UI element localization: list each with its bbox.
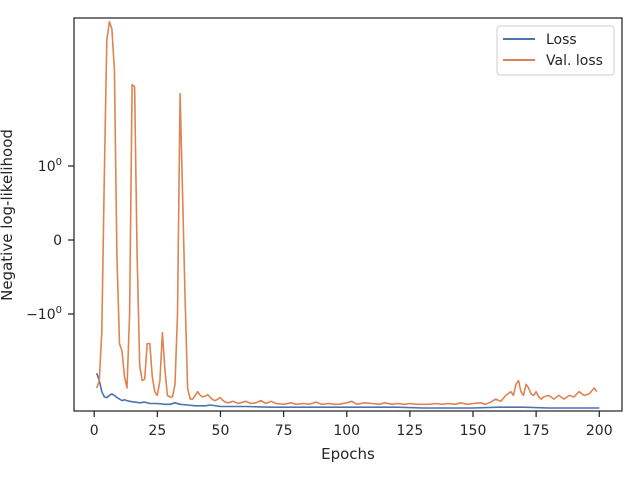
x-tick-label: 175: [523, 423, 550, 439]
x-tick-label: 125: [397, 423, 424, 439]
x-tick-label: 150: [460, 423, 487, 439]
x-tick-label: 100: [333, 423, 360, 439]
x-tick-label: 75: [275, 423, 293, 439]
x-tick-label: 0: [90, 423, 99, 439]
x-axis-label: Epochs: [321, 445, 375, 463]
legend: Loss Val. loss: [496, 25, 615, 76]
series-layer: [95, 20, 600, 409]
x-tick-label: 25: [148, 423, 166, 439]
legend-label-loss: Loss: [546, 32, 577, 48]
plot-frame: [73, 17, 623, 412]
series-line-val-loss: [95, 20, 598, 406]
legend-label-val-loss: Val. loss: [546, 53, 603, 69]
series-line-loss: [95, 372, 600, 409]
y-tick-label: −100: [26, 305, 62, 323]
x-tick-label: 200: [586, 423, 613, 439]
y-tick-label: 0: [53, 233, 62, 249]
x-tick-label: 50: [212, 423, 230, 439]
y-axis-label: Negative log-likelihood: [0, 129, 16, 301]
